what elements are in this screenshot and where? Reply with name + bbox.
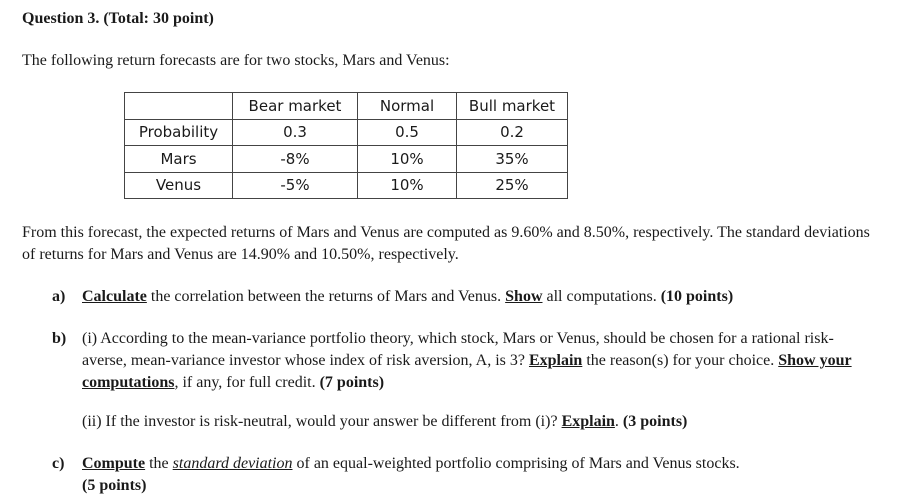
part-a-text: Calculate the correlation between the re… [82, 286, 852, 308]
part-b-keyword-show-computations: Show your computations [82, 352, 852, 391]
table-cell: -5% [232, 171, 358, 199]
table-row-label: Probability [124, 118, 233, 146]
question-part-b-ii: (ii) If the investor is risk-neutral, wo… [82, 411, 862, 433]
forecast-summary-paragraph: From this forecast, the expected returns… [22, 224, 870, 263]
table-header-cell: Bear market [232, 92, 358, 120]
table-header-cell: Bull market [456, 92, 568, 120]
table-cell: 25% [456, 171, 568, 199]
part-a-text-1: the correlation between the returns of M… [146, 288, 506, 305]
table-row: Venus -5% 10% 25% [124, 171, 568, 199]
table-header-cell: Normal [357, 92, 457, 120]
part-c-text: Compute the standard deviation of an equ… [82, 453, 852, 497]
table-cell: 10% [357, 171, 457, 199]
table-header-cell [124, 92, 233, 120]
part-b-text-3: , if any, for full credit. [174, 374, 320, 391]
part-b-label: b) [52, 330, 67, 347]
part-b-ii-text-2: . [614, 413, 623, 430]
table-header-row: Bear market Normal Bull market [124, 92, 568, 120]
part-c-keyword-standard-deviation: standard deviation [172, 455, 293, 472]
part-b-ii-text: (ii) If the investor is risk-neutral, wo… [82, 411, 862, 433]
table-cell: 0.5 [357, 118, 457, 146]
part-b-keyword-explain: Explain [528, 352, 583, 369]
table-cell: 10% [357, 145, 457, 173]
part-c-keyword-compute: Compute [82, 455, 146, 472]
part-b-points: (7 points) [319, 374, 385, 391]
table-cell: 35% [456, 145, 568, 173]
intro-text: The following return forecasts are for t… [22, 52, 450, 69]
part-c-text-2: of an equal-weighted portfolio comprisin… [292, 455, 740, 472]
part-b-text-2: the reason(s) for your choice. [582, 352, 779, 369]
forecast-table: Bear market Normal Bull market Probabili… [124, 92, 568, 199]
part-c-label: c) [52, 455, 65, 472]
part-a-label: a) [52, 288, 66, 305]
part-a-keyword-show: Show [505, 288, 543, 305]
part-a-text-2: all computations. [542, 288, 661, 305]
table-row: Probability 0.3 0.5 0.2 [124, 118, 568, 146]
table-row-label: Venus [124, 171, 233, 199]
table-cell: -8% [232, 145, 358, 173]
table-cell: 0.2 [456, 118, 568, 146]
part-b-ii-points: (3 points) [622, 413, 688, 430]
part-a-keyword-calculate: Calculate [82, 288, 147, 305]
table-row: Mars -8% 10% 35% [124, 145, 568, 173]
table-cell: 0.3 [232, 118, 358, 146]
part-a-points: (10 points) [660, 288, 734, 305]
part-c-text-1: the [145, 455, 173, 472]
part-b-text: (i) According to the mean-variance portf… [82, 328, 852, 394]
table-row-label: Mars [124, 145, 233, 173]
part-b-ii-keyword-explain: Explain [561, 413, 615, 430]
question-heading: Question 3. (Total: 30 point) [22, 10, 214, 27]
part-b-text-1: (i) According to the mean-variance portf… [82, 330, 834, 369]
part-b-ii-text-1: (ii) If the investor is risk-neutral, wo… [82, 413, 562, 430]
part-c-points: (5 points) [82, 477, 147, 494]
